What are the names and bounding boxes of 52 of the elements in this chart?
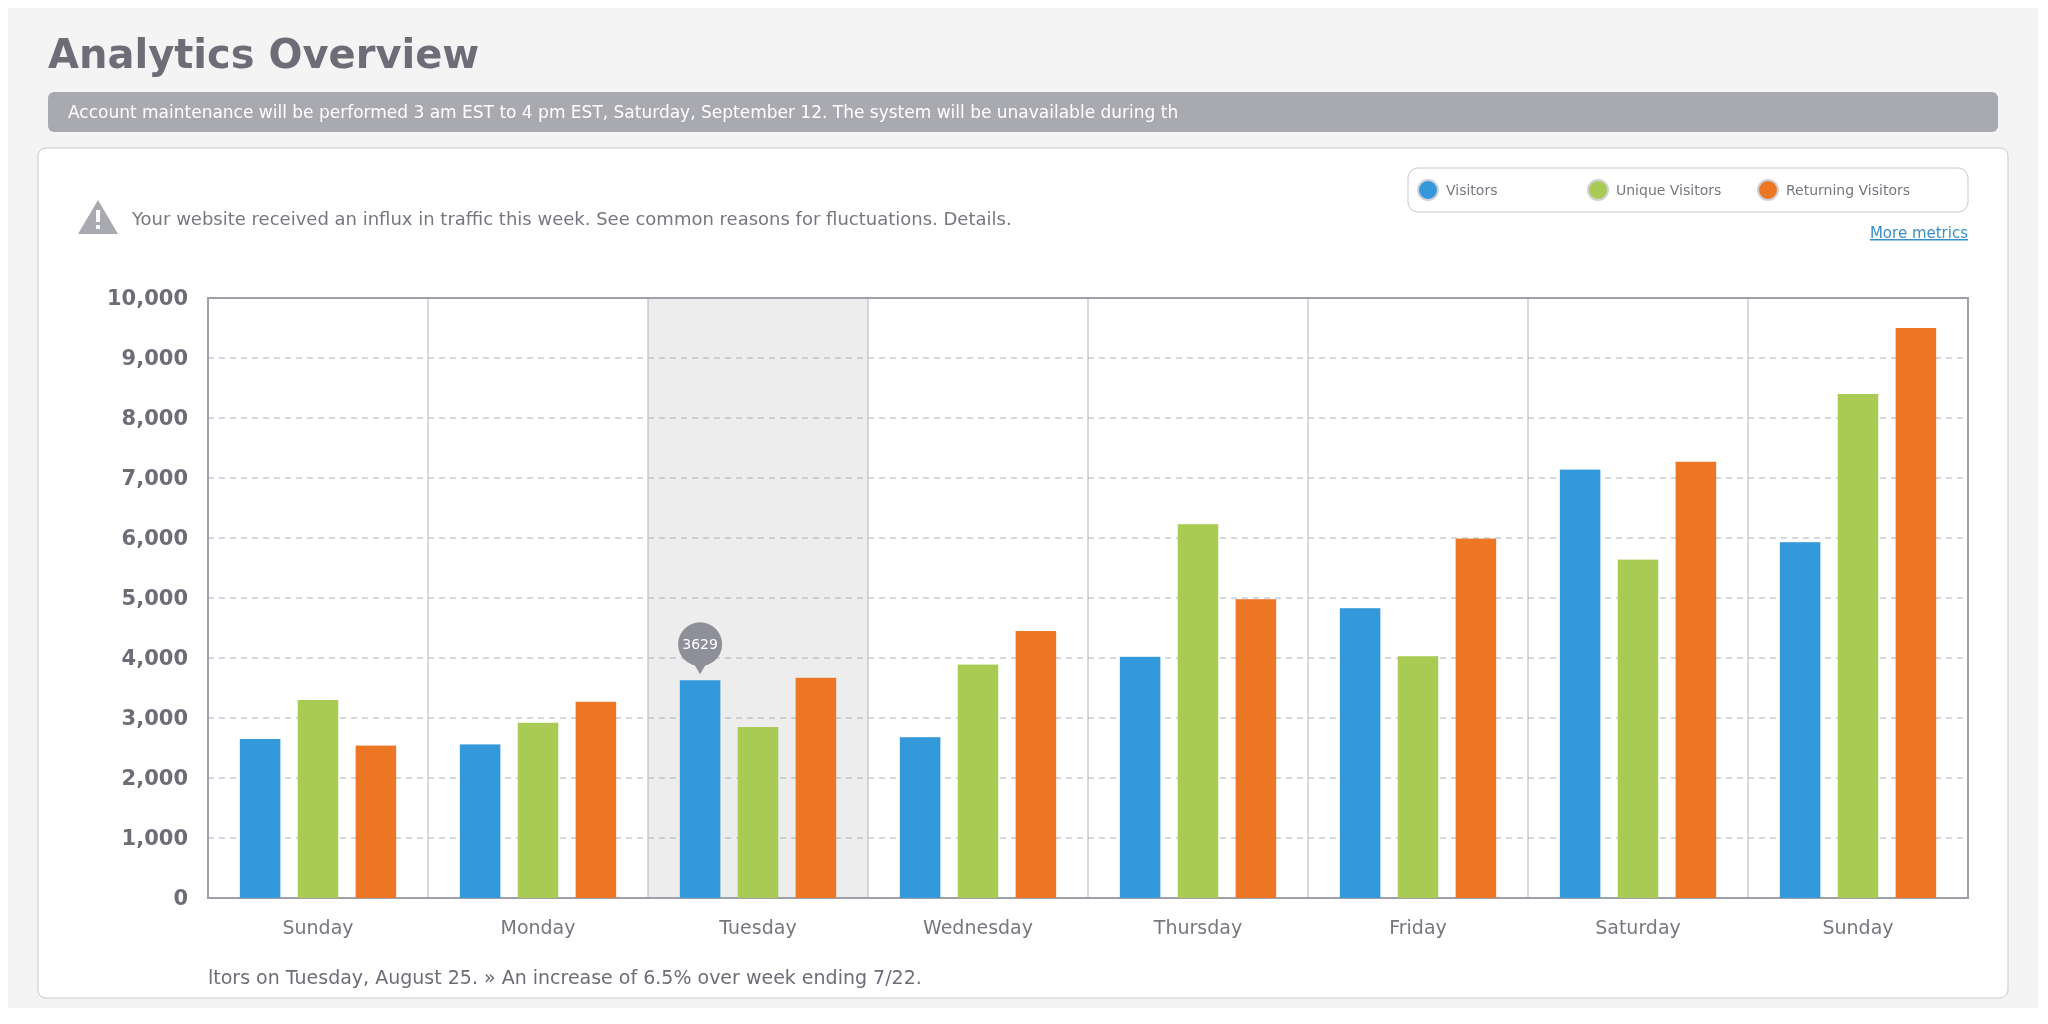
text: ltors on Tuesday, August 25. » An increase of 6.5% over week ending 7/22. [208,966,922,988]
bar [459,744,501,898]
y-tick-label: 1,000 [121,826,188,850]
x-tick-label: Sunday [282,916,354,938]
bar [297,700,339,898]
text: Account maintenance will be performed 3 am EST to 4 pm EST, Saturday, September 12. The system will be unavailable during th [68,102,1179,122]
bar [517,722,559,898]
x-tick-label: Monday [500,916,576,938]
bar [1177,524,1219,898]
bar [1235,599,1277,898]
bar [1837,394,1879,898]
chart-title: Analytics Overview [48,31,480,77]
bar [957,664,999,898]
y-tick-label: 8,000 [121,406,188,430]
bar [1779,542,1821,898]
x-tick-label: Thursday [1152,916,1243,938]
bar [1015,631,1057,898]
bar [1455,538,1497,898]
bar [1675,461,1717,898]
bar [899,737,941,898]
x-tick-label: Tuesday [718,916,797,938]
legend-label: Visitors [1446,182,1498,198]
legend-label: Returning Visitors [1786,182,1911,198]
data-label: 3629 [682,636,718,653]
y-tick-label: 4,000 [121,646,188,670]
x-tick-label: Friday [1389,916,1447,938]
x-tick-label: Sunday [1822,916,1894,938]
y-tick-label: 3,000 [121,706,188,730]
bar [1895,328,1937,898]
bar [1339,608,1381,898]
y-tick-label: 6,000 [121,526,188,550]
text: Your website received an influx in traffic this week. See common reasons for fluctuations. Details. [131,208,1012,229]
x-tick-label: Wednesday [922,916,1034,938]
y-tick-label: 5,000 [121,586,188,610]
bar [355,745,397,898]
bar [1119,656,1161,898]
y-tick-label: 2,000 [121,766,188,790]
bar [1397,656,1439,898]
bar [1617,559,1659,898]
y-tick-label: 7,000 [121,466,188,490]
text: More metrics [1869,224,1969,242]
y-tick-label: 0 [173,886,188,910]
bar [575,701,617,898]
legend-label: Unique Visitors [1616,182,1722,198]
bar [1559,469,1601,898]
bar [795,677,837,898]
y-tick-label: 10,000 [106,286,188,310]
bar [239,739,281,898]
bar [679,680,721,898]
x-tick-label: Saturday [1595,916,1681,938]
y-tick-label: 9,000 [121,346,188,370]
bar [737,727,779,898]
